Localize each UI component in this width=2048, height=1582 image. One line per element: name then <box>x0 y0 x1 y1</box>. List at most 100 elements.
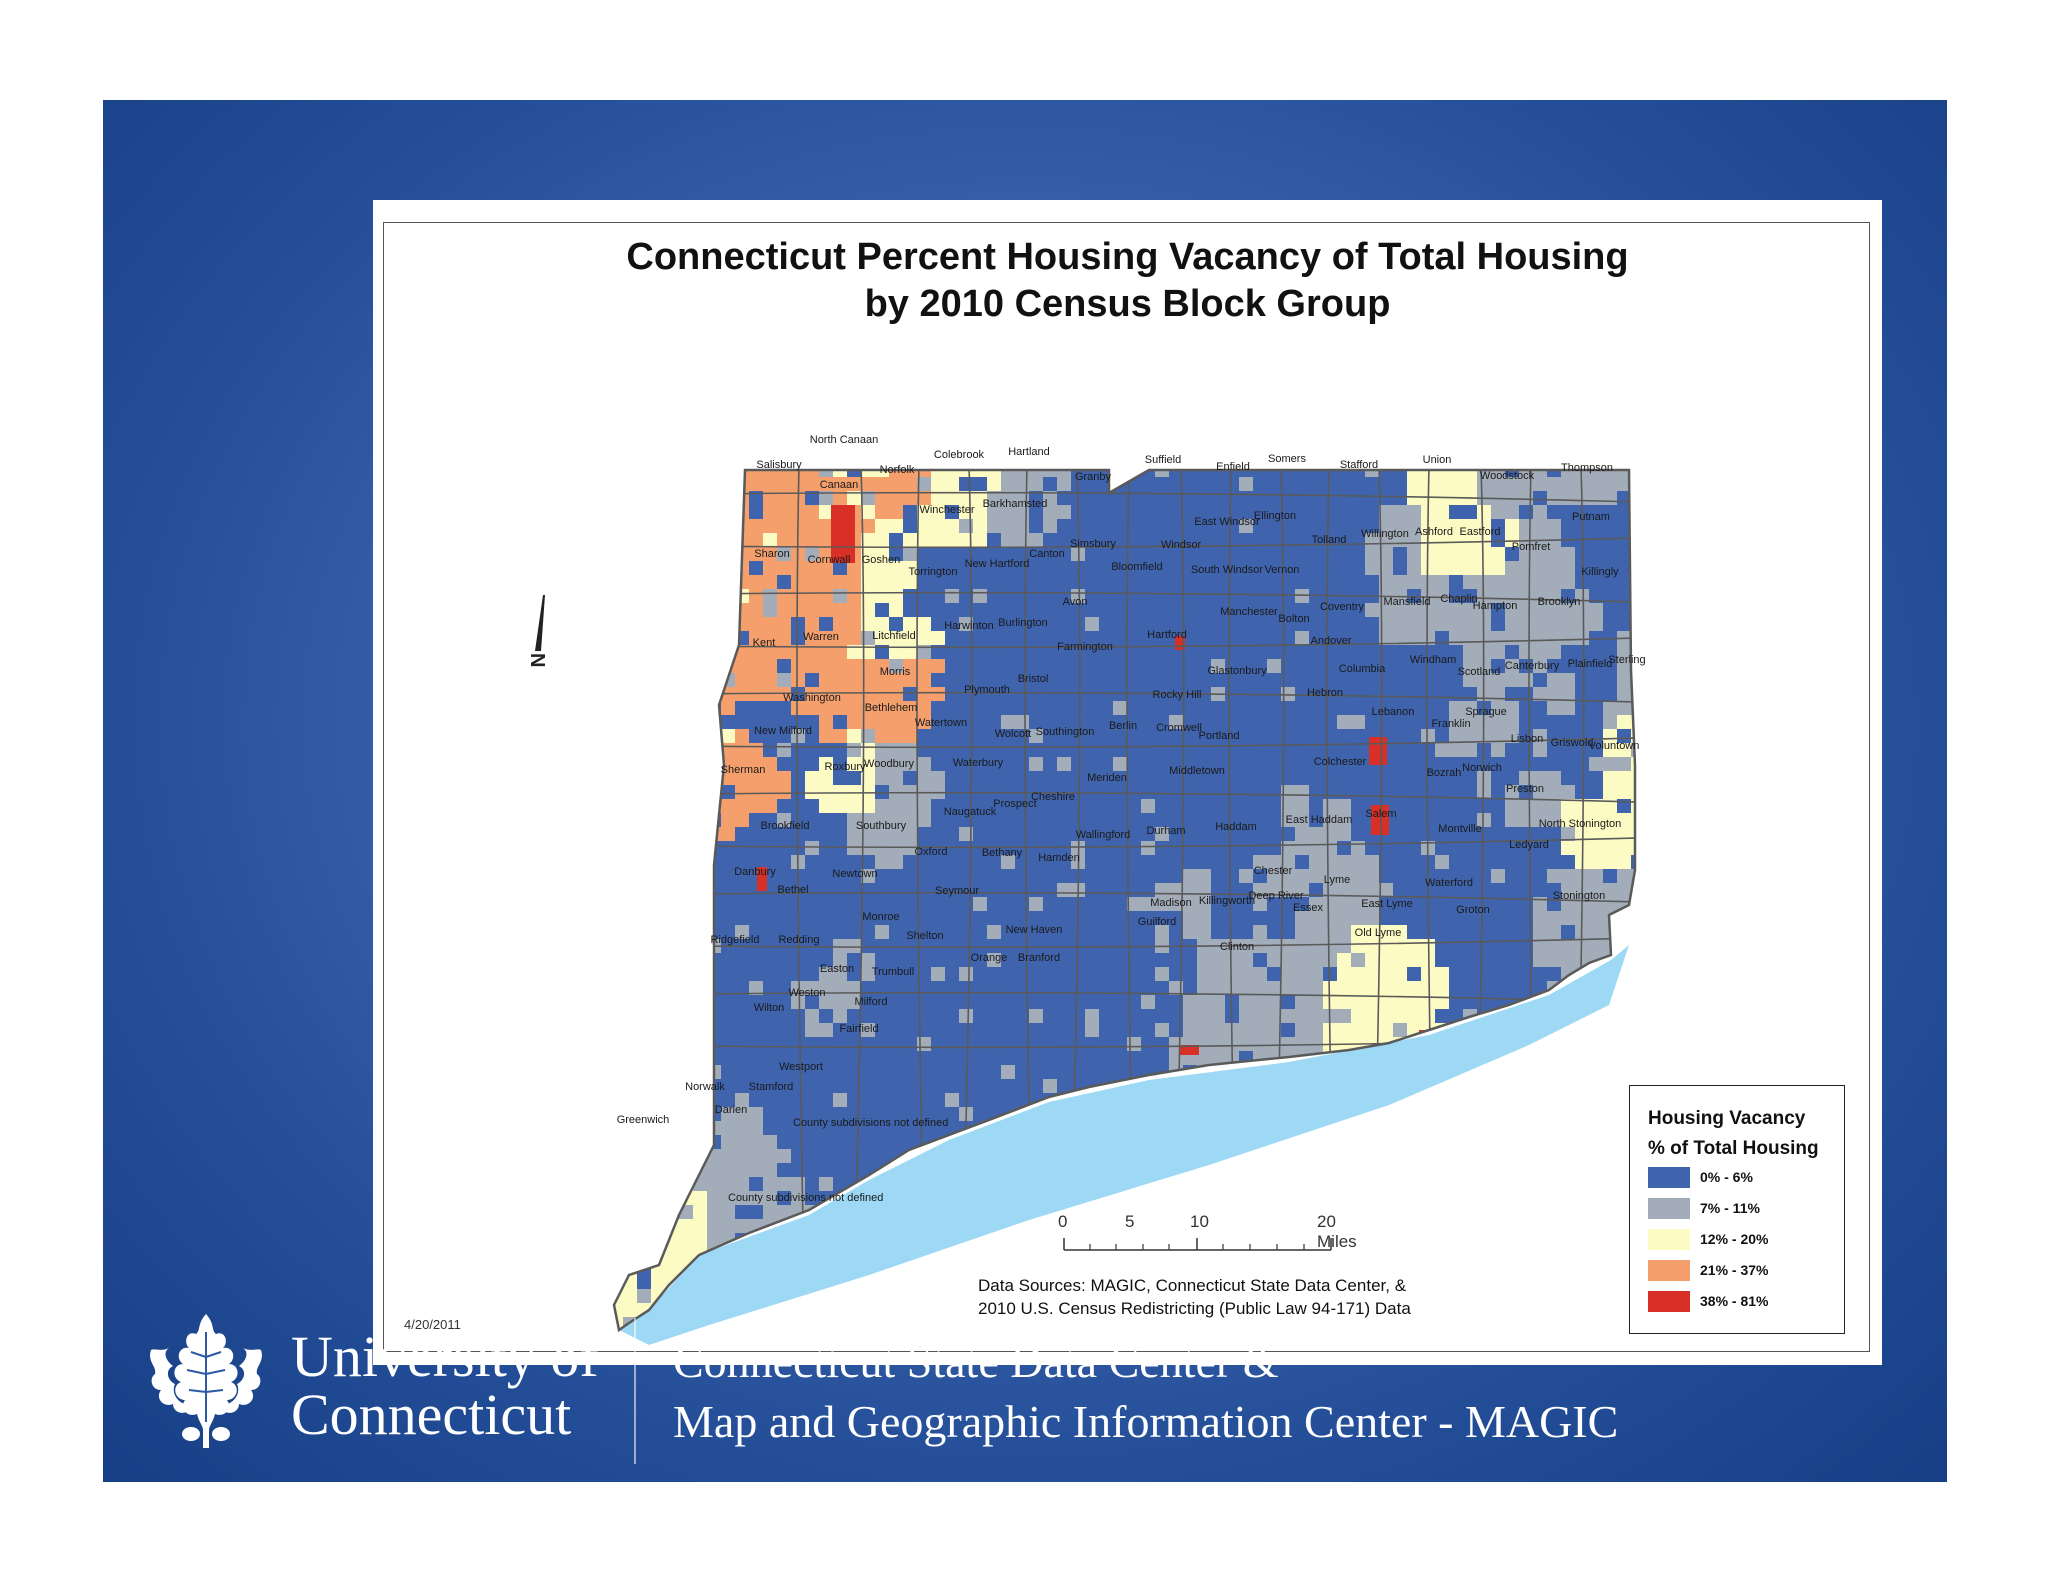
block-group-cell <box>1407 1121 1422 1136</box>
block-group-cell <box>1141 813 1156 828</box>
legend-label: 7% - 11% <box>1700 1200 1760 1216</box>
block-group-cell <box>1267 1149 1282 1164</box>
block-group-cell <box>707 505 722 520</box>
block-group-cell <box>1393 519 1408 534</box>
block-group-cell <box>1211 1009 1226 1024</box>
town-label: Redding <box>779 934 820 946</box>
block-group-cell <box>1533 785 1548 800</box>
block-group-cell <box>875 519 890 534</box>
block-group-cell <box>1141 687 1156 702</box>
block-group-cell <box>1001 1065 1016 1080</box>
block-group-cell <box>1365 925 1380 940</box>
block-group-cell <box>1575 1079 1590 1094</box>
block-group-cell <box>1211 841 1226 856</box>
block-group-cell <box>1253 519 1268 534</box>
block-group-cell <box>1267 757 1282 772</box>
block-group-cell <box>1253 631 1268 646</box>
block-group-cell <box>735 1317 750 1330</box>
block-group-cell <box>1351 575 1366 590</box>
town-label: Haddam <box>1215 821 1257 833</box>
block-group-cell <box>1519 925 1534 940</box>
block-group-cell <box>1505 953 1520 968</box>
block-group-cell <box>847 1289 862 1304</box>
block-group-cell <box>889 1093 904 1108</box>
undefined-note-west: County subdivisions not defined <box>728 1192 883 1204</box>
block-group-cell <box>1141 519 1156 534</box>
legend-item: 38% - 81% <box>1648 1290 1768 1312</box>
block-group-cell <box>1113 1023 1128 1038</box>
block-group-cell <box>763 757 778 772</box>
block-group-cell <box>1575 1233 1590 1248</box>
block-group-cell <box>1169 771 1184 786</box>
block-group-cell <box>1631 841 1635 856</box>
block-group-cell <box>1295 561 1310 576</box>
block-group-cell <box>819 519 834 534</box>
block-group-cell <box>1365 953 1380 968</box>
block-group-cell <box>1155 519 1170 534</box>
block-group-cell <box>1575 743 1590 758</box>
block-group-cell <box>1071 771 1086 786</box>
block-group-cell <box>1267 939 1282 954</box>
block-group-cell <box>833 953 848 968</box>
block-group-cell <box>1547 505 1562 520</box>
block-group-cell <box>637 1289 652 1304</box>
block-group-cell <box>1449 575 1464 590</box>
block-group-cell <box>875 967 890 982</box>
block-group-cell <box>1029 673 1044 688</box>
block-group-cell <box>749 995 764 1010</box>
block-group-cell <box>833 841 848 856</box>
block-group-cell <box>1505 687 1520 702</box>
block-group-cell <box>1463 757 1478 772</box>
block-group-cell <box>1085 701 1100 716</box>
block-group-cell <box>1365 1163 1380 1178</box>
block-group-cell <box>1603 673 1618 688</box>
block-group-cell <box>1211 1023 1226 1038</box>
block-group-cell <box>945 470 960 478</box>
block-group-cell <box>833 855 848 870</box>
block-group-cell <box>1309 967 1324 982</box>
block-group-cell <box>614 939 624 954</box>
block-group-cell <box>959 827 974 842</box>
town-label: Kent <box>753 637 776 649</box>
block-group-cell <box>861 505 876 520</box>
block-group-cell <box>819 1051 834 1066</box>
block-group-cell <box>1057 673 1072 688</box>
block-group-cell <box>679 1093 694 1108</box>
block-group-cell <box>721 1107 736 1122</box>
block-group-cell <box>614 477 624 492</box>
block-group-cell <box>1169 575 1184 590</box>
block-group-cell <box>1589 1275 1604 1290</box>
block-group-cell <box>847 477 862 492</box>
block-group-cell <box>1239 967 1254 982</box>
legend-swatch <box>1648 1197 1690 1219</box>
block-group-cell <box>1155 470 1170 478</box>
block-group-cell <box>735 855 750 870</box>
block-group-cell <box>1337 1023 1352 1038</box>
legend-item: 12% - 20% <box>1648 1228 1768 1250</box>
block-group-cell <box>959 631 974 646</box>
block-group-cell <box>833 1135 848 1150</box>
block-group-cell <box>1603 1247 1618 1262</box>
block-group-cell <box>693 1107 708 1122</box>
block-group-cell <box>1043 659 1058 674</box>
block-group-cell <box>1561 1261 1576 1276</box>
block-group-cell <box>791 1177 806 1192</box>
block-group-cell <box>1239 771 1254 786</box>
block-group-cell <box>763 1023 778 1038</box>
block-group-cell <box>847 967 862 982</box>
block-group-cell <box>805 1037 820 1052</box>
block-group-cell <box>1463 925 1478 940</box>
block-group-cell <box>931 1107 946 1122</box>
block-group-cell <box>861 1023 876 1038</box>
block-group-cell <box>1435 1177 1450 1192</box>
block-group-cell <box>1463 1317 1478 1330</box>
block-group-cell <box>1323 1135 1338 1150</box>
block-group-cell <box>693 477 708 492</box>
block-group-cell <box>1505 925 1520 940</box>
block-group-cell <box>1547 757 1562 772</box>
block-group-cell <box>1379 701 1394 716</box>
block-group-cell <box>693 603 708 618</box>
block-group-cell <box>1603 1079 1618 1094</box>
block-group-cell <box>917 841 932 856</box>
block-group-cell <box>1127 645 1142 660</box>
